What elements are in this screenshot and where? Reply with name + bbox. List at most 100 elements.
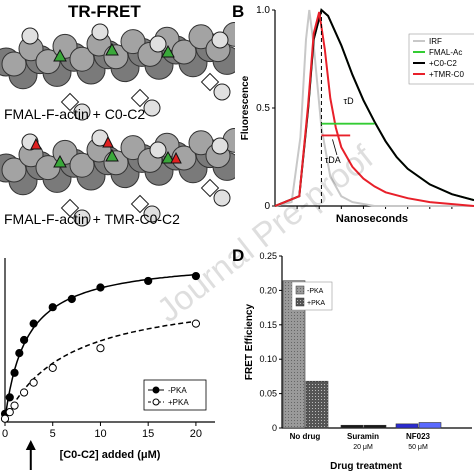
data-point-plus-pka [96,344,105,353]
bar-plus-pka [305,380,329,429]
actin-subunit [69,152,95,178]
actin-subunit [171,39,197,65]
fmal-probe [105,148,119,162]
panel-b-letter: B [232,2,245,21]
x-axis-label: Nanoseconds [336,213,408,225]
y-tick-label: 0.5 [256,103,270,114]
actin-subunit [120,29,146,55]
data-point-plus-pka [0,414,10,423]
y-tick-label: 0.20 [259,285,277,295]
c0c2-linker [130,88,150,108]
y-tick-label: 0.25 [259,251,277,261]
y-tick-label: 1.0 [256,5,270,16]
data-point-minus-pka [5,393,14,402]
category-label: No drug [290,432,321,441]
annotation-pointer [332,139,338,156]
legend-label: IRF [429,37,442,46]
data-point-plus-pka [48,363,57,372]
c0c2-domain [73,209,91,227]
y-tick-label: 0.10 [259,354,277,364]
actin-subunit [35,155,61,181]
tmr-probe [30,137,42,150]
legend-swatch-marker [152,398,160,406]
y-tick-label: 0 [264,201,270,212]
actin-filament-top [0,22,235,121]
fmal-probe [105,42,119,56]
x-tick-label: 10 [94,428,106,440]
y-tick-label: 0 [272,423,277,433]
fmal-probe [161,44,175,58]
tmr-probe [102,135,114,148]
c0c2-linker [200,72,220,92]
c0c2-domain [213,189,231,207]
c0c2-domain [91,23,109,41]
y-axis-label: FRET Efficiency [244,304,255,381]
bar-plus-pka [363,424,387,429]
actin-subunit [171,145,197,171]
c0c2-domain [211,31,229,49]
x-axis-label: [C0-C2] added (μM) [60,449,161,461]
c0c2-domain [149,141,167,159]
x-tick-label: 15 [142,428,154,440]
c0c2-linker [60,92,80,112]
data-point-minus-pka [144,276,153,286]
bar-plus-pka [418,422,442,429]
legend-swatch [295,285,305,295]
data-point-minus-pka [191,271,201,281]
y-axis-label: Fluorescence [240,75,251,140]
data-point-plus-pka [10,401,19,410]
x-tick-label: 20 [190,428,202,440]
c0c2-domain [211,137,229,155]
c0c2-domain [143,205,161,223]
x-tick-label: 0 [2,428,8,440]
panel-a: TR-FRET FMAL-F-actin + C0-C2 FMAL-F-acti… [0,0,235,240]
c0c2-linker [130,194,150,214]
data-point-plus-pka [19,388,29,397]
panel-d-letter: D [232,246,245,265]
legend-swatch-marker [152,386,160,394]
data-point-minus-pka [29,319,38,328]
data-point-minus-pka [15,349,24,358]
y-tick-label: 0.05 [259,389,277,399]
c0c2-domain [143,99,161,117]
legend-label: FMAL-Ac [429,48,462,57]
actin-subunit [120,135,146,161]
tau-d-label: τD [344,96,355,106]
legend-label: +TMR-C0 [429,70,464,79]
fit-curve-plus-pka [4,320,196,421]
bar-minus-pka [282,280,306,429]
series-line-tmrc0 [274,11,474,207]
legend-swatch [295,297,305,307]
bar-minus-pka [395,423,419,429]
data-point-minus-pka [96,283,105,292]
panel-a-caption-1: FMAL-F-actin + C0-C2 [4,106,146,122]
actin-filament-bottom [0,128,235,227]
fmal-probe [161,150,175,164]
category-label: Suramin [347,432,379,441]
y-tick-label: 0.15 [259,320,277,330]
category-label: 50 μM [408,444,428,451]
legend-label: +PKA [307,300,325,307]
c0c2-domain [21,27,39,45]
category-label: NF023 [406,432,431,441]
actin-subunit [69,46,95,72]
data-point-plus-pka [191,319,201,328]
x-tick-label: 5 [50,428,56,440]
fmal-probe [53,154,67,168]
legend-label: -PKA [307,288,324,295]
tau-da-label: τDA [325,155,341,165]
category-label: 20 μM [353,444,373,451]
tmr-probe [170,151,182,164]
c0c2-domain [73,103,91,121]
data-point-plus-pka [29,378,38,387]
data-point-minus-pka [48,303,57,312]
data-point-minus-pka [19,335,29,345]
data-point-minus-pka [67,294,76,304]
c0c2-domain [213,83,231,101]
panel-a-caption-2: FMAL-F-actin + TMR-C0-C2 [4,211,180,227]
legend-box [408,33,474,85]
actin-subunit [1,157,27,183]
